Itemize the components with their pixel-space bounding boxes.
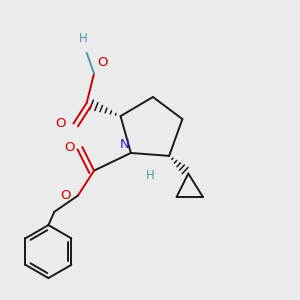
Text: O: O [64, 141, 75, 154]
Text: H: H [146, 169, 154, 182]
Text: O: O [56, 117, 66, 130]
Text: H: H [80, 32, 88, 46]
Text: O: O [97, 56, 107, 69]
Text: O: O [60, 189, 70, 202]
Text: N: N [120, 139, 129, 152]
